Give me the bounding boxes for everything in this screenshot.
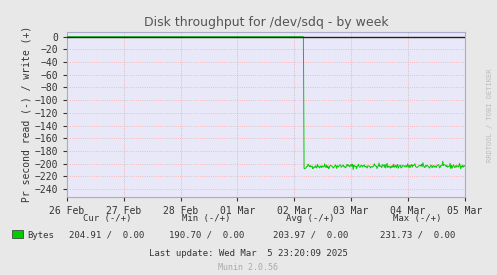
Text: Cur (-/+): Cur (-/+) <box>83 214 131 223</box>
Text: 204.91 /  0.00: 204.91 / 0.00 <box>69 231 145 240</box>
Text: Min (-/+): Min (-/+) <box>182 214 231 223</box>
Text: Max (-/+): Max (-/+) <box>393 214 442 223</box>
Text: 231.73 /  0.00: 231.73 / 0.00 <box>380 231 455 240</box>
Y-axis label: Pr second read (-) / write (+): Pr second read (-) / write (+) <box>22 26 32 202</box>
Text: Avg (-/+): Avg (-/+) <box>286 214 335 223</box>
Text: Last update: Wed Mar  5 23:20:09 2025: Last update: Wed Mar 5 23:20:09 2025 <box>149 249 348 258</box>
Text: Munin 2.0.56: Munin 2.0.56 <box>219 263 278 272</box>
Text: Bytes: Bytes <box>27 231 54 240</box>
Text: 203.97 /  0.00: 203.97 / 0.00 <box>273 231 348 240</box>
Title: Disk throughput for /dev/sdq - by week: Disk throughput for /dev/sdq - by week <box>144 16 388 29</box>
Text: 190.70 /  0.00: 190.70 / 0.00 <box>168 231 244 240</box>
Text: RRDTOOL / TOBI OETIKER: RRDTOOL / TOBI OETIKER <box>487 69 493 162</box>
